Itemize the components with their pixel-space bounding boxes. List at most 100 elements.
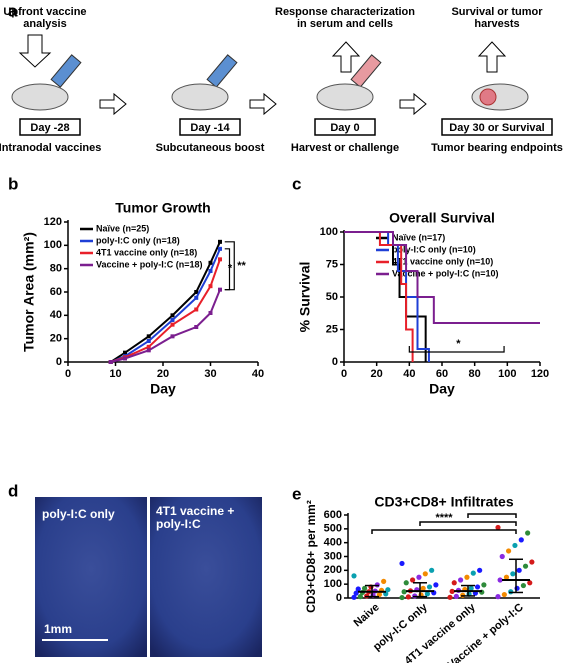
survival-curve: [344, 231, 540, 324]
day-box: [19, 118, 81, 136]
x-tick-label: 20: [157, 368, 169, 380]
y-tick-label: 600: [324, 509, 342, 521]
legend-label: poly-I:C only (n=10): [392, 244, 476, 254]
data-point: [409, 577, 416, 583]
data-point: [351, 594, 357, 600]
panel-a-art: [11, 34, 529, 116]
image-label: poly-I:C only: [42, 507, 115, 521]
y-tick-label: 500: [324, 523, 342, 535]
step-top: Survival or tumor: [451, 6, 543, 18]
x-tick-label: 60: [436, 368, 448, 380]
data-point: [495, 594, 501, 600]
panel-label: d: [8, 481, 18, 500]
legend-label: Vaccine + poly-I:C (n=10): [392, 268, 499, 278]
point: [194, 307, 199, 312]
survival-curve: [344, 231, 414, 362]
step-top: in serum and cells: [297, 18, 393, 30]
data-point: [361, 585, 368, 591]
chart-title: Overall Survival: [389, 210, 495, 226]
point: [146, 334, 151, 339]
data-point: [399, 560, 405, 567]
x-tick-label: 10: [109, 368, 121, 380]
x-tick-label: 20: [371, 368, 383, 380]
data-point: [416, 574, 422, 580]
step-bottom: Subcutaneous boost: [156, 142, 265, 154]
y-tick-label: 0: [336, 592, 342, 604]
step-top: Response characterization: [275, 6, 415, 18]
legend-label: Naïve (n=17): [392, 232, 445, 242]
data-point: [529, 559, 535, 565]
step-bottom: Tumor bearing endpoints: [431, 142, 563, 154]
data-point: [520, 582, 527, 589]
point: [123, 350, 127, 355]
chart-title: Tumor Growth: [115, 200, 210, 216]
y-tick-label: 100: [44, 239, 62, 251]
y-tick-label: 0: [332, 356, 338, 368]
image-label: poly-I:C: [156, 517, 201, 531]
x-axis-label: Day: [150, 381, 176, 397]
data-point: [512, 542, 518, 549]
x-tick-label: 40: [252, 368, 264, 380]
data-point: [385, 587, 391, 593]
day-label: Day 0: [330, 122, 359, 134]
day-label: Day -28: [30, 122, 69, 134]
x-tick-label: 120: [531, 368, 549, 380]
point: [170, 313, 175, 318]
point: [146, 348, 151, 353]
x-tick-label: 30: [204, 368, 216, 380]
step-bottom: Harvest or challenge: [291, 142, 399, 154]
panel-d-images: [35, 497, 262, 657]
significance: **: [237, 260, 246, 272]
point: [194, 290, 199, 294]
y-tick-label: 400: [324, 537, 342, 549]
point: [218, 246, 222, 251]
day-label: Day -14: [190, 122, 230, 134]
point: [208, 311, 213, 315]
data-point: [453, 593, 459, 599]
step-top: analysis: [23, 18, 66, 30]
data-point: [516, 567, 522, 573]
scale-bar-label: 1mm: [44, 622, 72, 636]
data-point: [518, 537, 524, 543]
data-point: [468, 585, 474, 591]
data-point: [403, 580, 409, 586]
significance-bracket: [224, 248, 231, 291]
y-axis-label: % Survival: [297, 262, 313, 333]
day-box: [441, 118, 553, 136]
point: [218, 287, 222, 292]
legend-label: 4T1 vaccine only (n=10): [392, 256, 493, 266]
significance: ****: [435, 512, 453, 524]
chart-title: CD3+CD8+ Infiltrates: [374, 494, 513, 510]
x-tick-label: 100: [498, 368, 516, 380]
data-point: [477, 567, 483, 573]
data-point: [474, 584, 481, 590]
data-point: [355, 586, 361, 592]
x-tick-label: Naive: [352, 601, 382, 629]
day-box: [314, 118, 376, 136]
point: [170, 334, 175, 339]
point: [208, 260, 213, 265]
legend-label: 4T1 vaccine only (n=18): [96, 247, 197, 257]
data-point: [503, 574, 510, 580]
y-tick-label: 0: [56, 356, 62, 368]
data-point: [501, 591, 507, 598]
data-point: [510, 571, 516, 577]
data-point: [525, 530, 531, 536]
x-tick-label: 0: [341, 368, 347, 380]
point: [208, 284, 213, 289]
data-point: [522, 563, 529, 569]
x-tick-label: 40: [403, 368, 415, 380]
y-tick-label: 75: [326, 258, 338, 270]
y-tick-label: 100: [320, 226, 338, 238]
significance-bracket: [371, 529, 517, 534]
data-point: [376, 591, 383, 598]
day-label: Day 30 or Survival: [449, 122, 544, 134]
x-tick-label: 80: [469, 368, 481, 380]
point: [170, 322, 175, 327]
significance-bracket: [467, 513, 517, 518]
point: [170, 318, 175, 322]
day-box: [179, 118, 241, 136]
data-point: [514, 585, 520, 591]
legend-label: Naïve (n=25): [96, 223, 149, 233]
